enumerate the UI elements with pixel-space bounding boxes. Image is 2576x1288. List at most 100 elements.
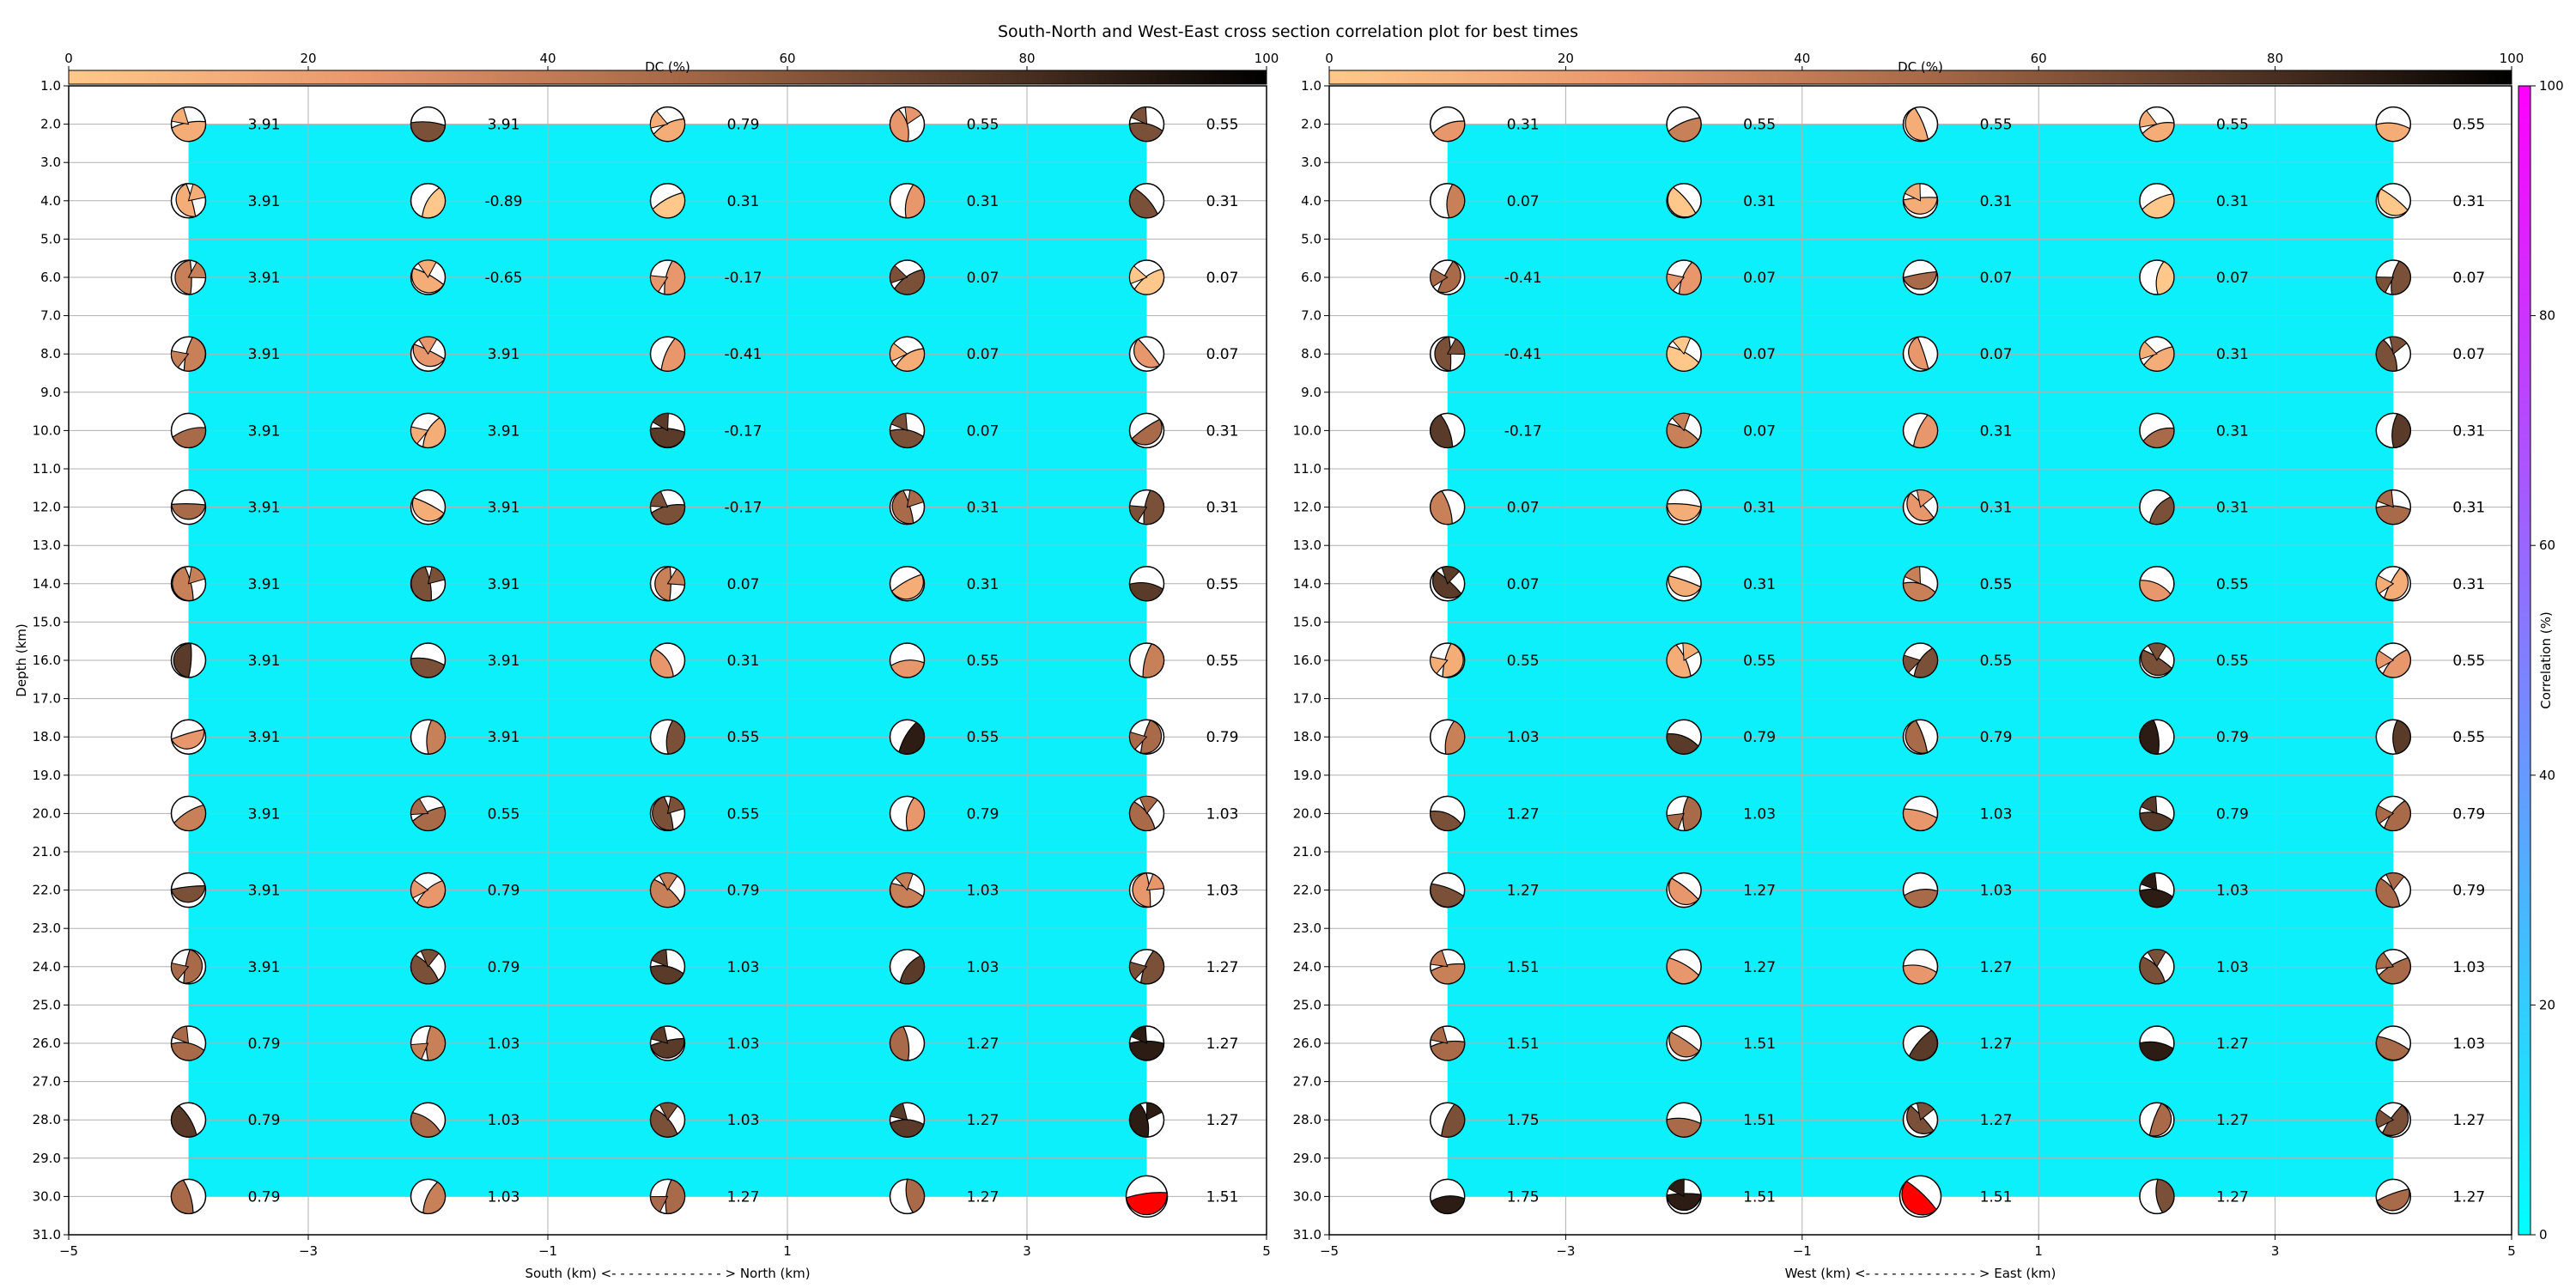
- correlation-label: -0.65: [485, 270, 523, 287]
- corr-tick-label: 20: [2539, 997, 2555, 1012]
- beachball: [1899, 1175, 1942, 1218]
- beachball-compressional: [1902, 964, 1938, 985]
- correlation-label: 1.27: [1507, 805, 1540, 823]
- correlation-label: 3.91: [488, 500, 520, 517]
- beachball-compressional: [1666, 1117, 1702, 1138]
- y-tick-label: 26.0: [1293, 1036, 1321, 1051]
- beachball: [649, 259, 686, 295]
- correlation-label: 3.91: [248, 346, 281, 363]
- beachball-compressional: [422, 1181, 447, 1214]
- correlation-label: 0.07: [1206, 270, 1239, 287]
- correlation-label: 0.79: [1743, 729, 1776, 746]
- correlation-label: 0.31: [2452, 576, 2485, 593]
- correlation-label: 3.91: [488, 346, 520, 363]
- beachball: [2375, 183, 2412, 219]
- beachball-lobe: [2385, 872, 2405, 891]
- beachball-compressional: [649, 1037, 685, 1059]
- x-tick-label: −1: [1793, 1243, 1812, 1259]
- beachball: [1128, 642, 1165, 678]
- beachball: [170, 489, 207, 526]
- correlation-label: 0.79: [2216, 805, 2249, 823]
- correlation-label: 1.03: [1980, 805, 2013, 823]
- corr-tick-label: 100: [2539, 78, 2564, 94]
- correlation-label: 0.55: [2452, 653, 2485, 670]
- y-tick-label: 14.0: [1293, 576, 1321, 592]
- beachball-lobe: [418, 336, 438, 355]
- beachball-lobe: [2375, 650, 2395, 670]
- beachball-lobe: [1682, 642, 1700, 661]
- correlation-label: 0.31: [1980, 422, 2013, 440]
- beachball-lobe: [666, 568, 685, 586]
- beachball: [649, 795, 686, 832]
- beachball-compressional: [183, 949, 204, 984]
- beachball-lobe: [1139, 795, 1158, 815]
- y-axis-label: Depth (km): [14, 623, 29, 696]
- y-tick-label: 31.0: [1293, 1227, 1321, 1242]
- beachball-compressional: [2142, 427, 2175, 448]
- beachball-lobe: [172, 1025, 190, 1044]
- correlation-label: 0.07: [2452, 270, 2485, 287]
- beachball: [2139, 872, 2175, 908]
- beachball-compressional: [1128, 1040, 1165, 1061]
- correlation-label: 1.27: [1980, 1112, 2013, 1129]
- x-tick-label: 3: [1023, 1243, 1031, 1259]
- beachball-compressional: [173, 804, 207, 831]
- correlation-label: 1.27: [1507, 883, 1540, 900]
- dc-colorbar-bar: [68, 70, 1267, 85]
- beachball: [649, 566, 686, 602]
- beachball-lobe: [2139, 109, 2158, 128]
- correlation-label: 3.91: [248, 653, 281, 670]
- beachball-compressional: [649, 965, 684, 985]
- y-tick-label: 12.0: [33, 500, 61, 515]
- beachball: [2375, 336, 2412, 372]
- beachball: [1666, 336, 1702, 372]
- beachball: [2139, 336, 2175, 372]
- correlation-label: 0.55: [1507, 653, 1540, 670]
- dc-tick-label: 20: [300, 51, 316, 66]
- correlation-label: 3.91: [488, 422, 520, 440]
- beachball: [2375, 719, 2412, 755]
- beachball: [2375, 566, 2412, 602]
- beachball: [2375, 259, 2412, 295]
- beachball: [2139, 259, 2175, 295]
- beachball-lobe: [2375, 805, 2395, 824]
- y-tick-label: 10.0: [1293, 422, 1321, 438]
- correlation-label: -0.41: [1504, 346, 1542, 363]
- beachball-lobe: [2376, 489, 2394, 508]
- correlation-label: 1.03: [488, 1188, 520, 1206]
- beachball-compressional: [174, 259, 192, 295]
- beachball-lobe: [1916, 489, 1935, 508]
- beachball-lobe: [890, 264, 908, 284]
- x-tick-label: −3: [1556, 1243, 1575, 1259]
- beachball-lobe: [1666, 812, 1685, 830]
- beachball-lobe: [649, 1195, 669, 1212]
- x-axis-label: West (km) <- - - - - - - - - - - - - > E…: [1785, 1266, 2057, 1281]
- beachball: [1902, 259, 1939, 295]
- y-tick-label: 17.0: [33, 691, 61, 707]
- y-tick-label: 4.0: [1301, 193, 1321, 209]
- correlation-label: 1.03: [1980, 883, 2013, 900]
- beachball-lobe: [1129, 505, 1148, 523]
- y-tick-label: 25.0: [33, 997, 61, 1012]
- beachball: [649, 949, 686, 985]
- beachball: [1902, 183, 1939, 219]
- correlation-label: 0.31: [1507, 117, 1540, 134]
- beachball: [889, 259, 926, 295]
- beachball-lobe: [2140, 795, 2158, 815]
- dc-colorbar: 0 20 40 60 80 100 DC (%): [64, 51, 1279, 85]
- dc-tick-label: 80: [1018, 51, 1035, 66]
- y-tick-label: 6.0: [1301, 270, 1321, 285]
- correlation-label: 0.31: [2216, 422, 2249, 440]
- beachball-compressional: [171, 503, 207, 520]
- beachball-compressional: [891, 489, 914, 525]
- correlation-label: 1.27: [967, 1188, 999, 1206]
- correlation-label: 0.55: [1206, 653, 1239, 670]
- beachball-lobe: [2140, 872, 2158, 891]
- correlation-label: 1.03: [727, 1036, 760, 1053]
- correlation-label: 0.55: [2216, 576, 2249, 593]
- beachball-lobe: [666, 796, 685, 815]
- beachball-compressional: [2382, 648, 2411, 678]
- beachball: [889, 642, 926, 678]
- beachball-compressional: [1667, 186, 1697, 218]
- beachball: [1429, 259, 1466, 295]
